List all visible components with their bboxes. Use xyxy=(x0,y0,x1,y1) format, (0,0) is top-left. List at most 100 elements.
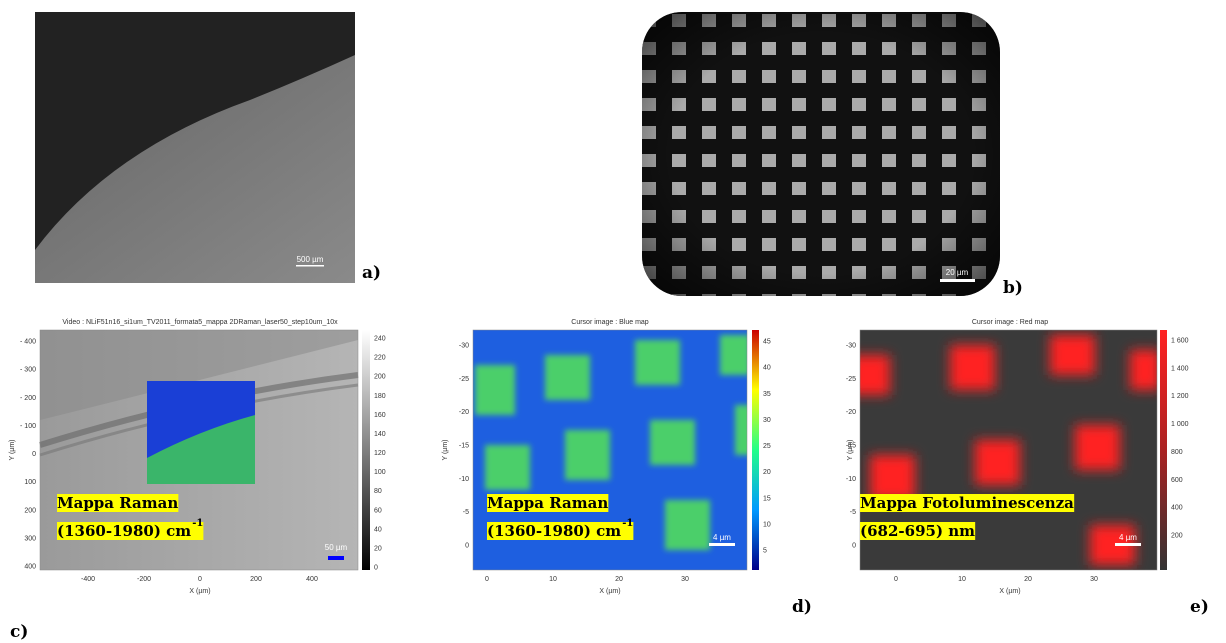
x-tick-label: 0 xyxy=(198,576,202,583)
colorbar-tick-label: 200 xyxy=(1171,533,1183,540)
y-tick-label: -5 xyxy=(850,509,856,516)
image-b xyxy=(642,12,1000,296)
frame xyxy=(39,329,359,571)
colorbar-tick-label: 220 xyxy=(374,355,386,362)
colorbar-tick-label: 120 xyxy=(374,450,386,457)
colorbar-tick-label: 800 xyxy=(1171,449,1183,456)
panel-label: b) xyxy=(1003,278,1023,298)
scale-bar xyxy=(1115,543,1141,546)
colorbar-tick-label: 100 xyxy=(374,469,386,476)
annotation-bg xyxy=(487,494,609,512)
y-tick-label: 300 xyxy=(24,535,36,542)
colorbar-tick-label: 600 xyxy=(1171,477,1183,484)
y-tick-label: -20 xyxy=(846,409,856,416)
y-tick-label: -5 xyxy=(463,509,469,516)
annotation: Mappa Fotoluminescenza xyxy=(860,494,1074,512)
colorbar-tick-label: 180 xyxy=(374,393,386,400)
colorbar-tick-label: 140 xyxy=(374,431,386,438)
y-axis-label: Y (µm) xyxy=(442,439,449,460)
annotation-bg xyxy=(487,522,634,540)
y-tick-label: - 400 xyxy=(20,339,36,346)
annotation-bg xyxy=(57,494,179,512)
plot-title: Cursor image : Blue map xyxy=(571,319,649,326)
colorbar-tick-label: 200 xyxy=(374,374,386,381)
panel-label: d) xyxy=(792,597,812,617)
colorbar xyxy=(362,330,370,570)
colorbar-tick-label: 25 xyxy=(763,443,771,450)
x-tick-label: 400 xyxy=(306,576,318,583)
plot-title: Cursor image : Red map xyxy=(972,319,1048,326)
y-axis-label: Y (µm) xyxy=(9,439,16,460)
x-tick-label: 10 xyxy=(958,576,966,583)
frame xyxy=(859,329,1158,571)
colorbar xyxy=(752,330,759,570)
scale-bar xyxy=(709,543,735,546)
x-tick-label: 0 xyxy=(894,576,898,583)
colorbar-tick-label: 45 xyxy=(763,339,771,346)
y-tick-label: - 300 xyxy=(20,367,36,374)
x-tick-label: 30 xyxy=(1090,576,1098,583)
colorbar xyxy=(1160,330,1167,570)
y-tick-label: 0 xyxy=(465,543,469,550)
colorbar-tick-label: 5 xyxy=(763,548,767,555)
colorbar-tick-label: 1 400 xyxy=(1171,365,1189,372)
x-tick-label: 20 xyxy=(615,576,623,583)
y-tick-label: 0 xyxy=(852,543,856,550)
y-tick-label: -15 xyxy=(846,443,856,450)
y-tick-label: 100 xyxy=(24,479,36,486)
colorbar-tick-label: 1 200 xyxy=(1171,393,1189,400)
y-tick-label: -10 xyxy=(846,476,856,483)
y-tick-label: 200 xyxy=(24,507,36,514)
x-tick-label: 0 xyxy=(485,576,489,583)
x-tick-label: 200 xyxy=(250,576,262,583)
x-tick-label: 20 xyxy=(1024,576,1032,583)
x-tick-label: 30 xyxy=(681,576,689,583)
x-tick-label: 10 xyxy=(549,576,557,583)
y-tick-label: - 200 xyxy=(20,395,36,402)
colorbar-tick-label: 10 xyxy=(763,521,771,528)
scale-bar-label: 500 µm xyxy=(297,255,324,264)
y-tick-label: -25 xyxy=(846,376,856,383)
image-a xyxy=(35,12,355,283)
colorbar-tick-label: 15 xyxy=(763,495,771,502)
y-tick-label: -30 xyxy=(459,343,469,350)
y-tick-label: - 100 xyxy=(20,423,36,430)
colorbar-tick-label: 20 xyxy=(374,545,382,552)
scale-bar-label: 20 µm xyxy=(946,268,969,277)
annotation-bg xyxy=(860,494,1075,512)
annotation: Mappa Raman xyxy=(487,494,608,512)
scale-bar-label: 50 µm xyxy=(325,543,348,552)
plot-title: Video : NLiF51n16_si1um_TV2011_formata5_… xyxy=(62,319,338,326)
colorbar-tick-label: 1 000 xyxy=(1171,421,1189,428)
colorbar-tick-label: 40 xyxy=(374,526,382,533)
panel-label: a) xyxy=(362,263,381,283)
y-tick-label: 400 xyxy=(24,564,36,571)
x-tick-label: -400 xyxy=(81,576,95,583)
frame xyxy=(472,329,748,571)
y-tick-label: -25 xyxy=(459,376,469,383)
y-axis-label: Y (µm) xyxy=(847,439,854,460)
y-tick-label: -30 xyxy=(846,343,856,350)
colorbar-tick-label: 20 xyxy=(763,469,771,476)
colorbar-tick-label: 30 xyxy=(763,417,771,424)
annotation: (1360-1980) cm xyxy=(487,522,621,540)
y-tick-label: 0 xyxy=(32,451,36,458)
panel-label: c) xyxy=(10,622,28,642)
panel-label: e) xyxy=(1190,597,1209,617)
y-tick-label: -20 xyxy=(459,409,469,416)
colorbar-tick-label: 400 xyxy=(1171,505,1183,512)
colorbar-tick-label: 35 xyxy=(763,391,771,398)
annotation: (1360-1980) cm xyxy=(57,522,191,540)
colorbar-tick-label: 0 xyxy=(374,565,378,572)
scale-bar-label: 4 µm xyxy=(713,533,731,542)
annotation-superscript: -1 xyxy=(192,518,203,529)
colorbar-tick-label: 1 600 xyxy=(1171,338,1189,345)
x-axis-label: X (µm) xyxy=(599,588,620,595)
x-axis-label: X (µm) xyxy=(999,588,1020,595)
annotation-bg xyxy=(860,522,976,540)
annotation-bg xyxy=(57,522,204,540)
colorbar-tick-label: 60 xyxy=(374,507,382,514)
annotation: Mappa Raman xyxy=(57,494,178,512)
annotation: (682-695) nm xyxy=(860,522,975,540)
